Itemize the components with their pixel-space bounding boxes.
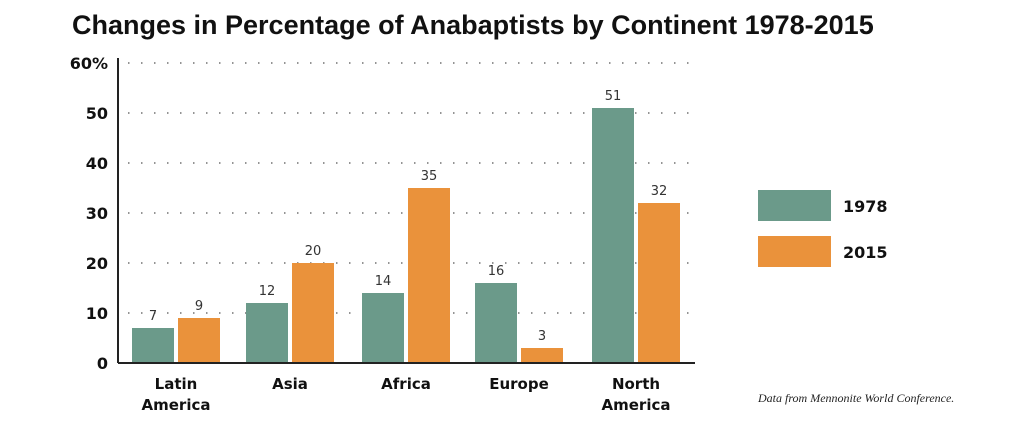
data-label: 32 [651, 184, 668, 199]
y-tick-label: 10 [86, 304, 108, 323]
x-tick-label: Latin America [142, 375, 211, 414]
legend-swatch-2015 [758, 236, 831, 267]
data-label: 9 [195, 299, 203, 314]
y-tick-label: 40 [86, 154, 108, 173]
y-tick-label: 20 [86, 254, 108, 273]
data-labels: 7 9 12 20 14 35 16 3 51 32 [149, 89, 667, 344]
bar-1978 [592, 108, 634, 363]
data-label: 3 [538, 329, 546, 344]
x-tick-label: Africa [381, 375, 431, 393]
y-tick-label: 30 [86, 204, 108, 223]
x-tick-label: Asia [272, 375, 308, 393]
y-tick-label: 50 [86, 104, 108, 123]
bar-2015 [408, 188, 450, 363]
bar-1978 [132, 328, 174, 363]
x-tick-label: North America [602, 375, 671, 414]
legend: 1978 2015 [758, 190, 888, 267]
bar-2015 [521, 348, 563, 363]
y-tick-label: 60% [70, 54, 108, 73]
axes: 0 10 20 30 40 50 60% Latin America Asia Africa Euro… [70, 54, 695, 414]
bar-2015 [638, 203, 680, 363]
legend-label-1978: 1978 [843, 197, 888, 216]
data-label: 20 [305, 244, 322, 259]
bars [132, 108, 680, 363]
data-label: 16 [488, 264, 505, 279]
bar-1978 [362, 293, 404, 363]
bar-2015 [292, 263, 334, 363]
x-tick-label: Europe [489, 375, 549, 393]
data-label: 35 [421, 169, 438, 184]
bar-1978 [246, 303, 288, 363]
legend-swatch-1978 [758, 190, 831, 221]
y-tick-label: 0 [97, 354, 108, 373]
data-label: 7 [149, 309, 157, 324]
legend-label-2015: 2015 [843, 243, 888, 262]
source-note: Data from Mennonite World Conference. [758, 391, 955, 405]
data-label: 12 [259, 284, 276, 299]
chart-title: Changes in Percentage of Anabaptists by … [72, 10, 874, 40]
data-label: 51 [605, 89, 622, 104]
bar-1978 [475, 283, 517, 363]
bar-2015 [178, 318, 220, 363]
data-label: 14 [375, 274, 392, 289]
